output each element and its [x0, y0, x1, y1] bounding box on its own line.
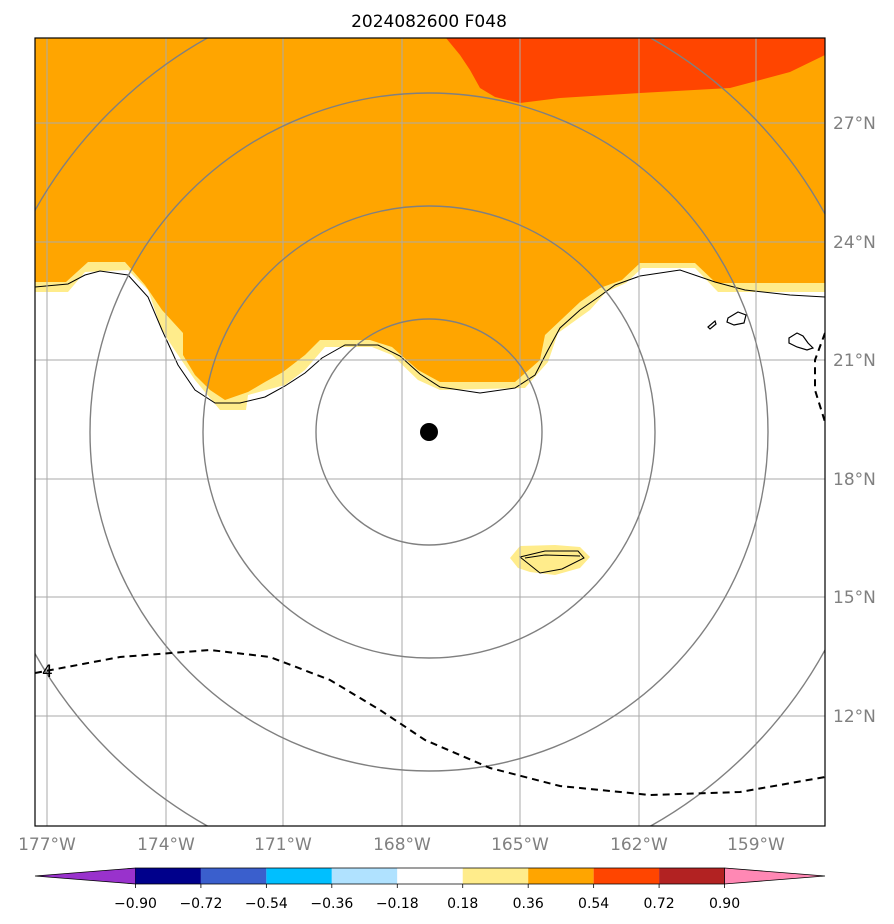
lon-label: 165°W — [491, 835, 549, 855]
dashed-contours — [35, 332, 825, 797]
lat-label: 15°N — [833, 588, 876, 608]
lon-label: 168°W — [373, 835, 431, 855]
field-patch-yellow — [510, 545, 590, 575]
storm-center-marker — [420, 423, 438, 441]
colorbar: −0.90 −0.72 −0.54 −0.36 −0.18 0.18 0.36 0.54 0.7… — [34, 867, 826, 912]
colorbar-tick-label: −0.72 — [179, 896, 222, 912]
colorbar-tick-label: −0.36 — [310, 896, 353, 912]
lon-label: 162°W — [610, 835, 668, 855]
lon-label: 174°W — [137, 835, 195, 855]
lon-label: 171°W — [254, 835, 312, 855]
colorbar-tick-label: 0.72 — [644, 896, 675, 912]
lat-labels: 27°N 24°N 21°N 18°N 15°N 12°N — [833, 114, 876, 727]
hawaiian-islands — [707, 311, 815, 351]
lat-label: 27°N — [833, 114, 876, 134]
colorbar-tick-label: 0.90 — [709, 896, 740, 912]
lon-label: 159°W — [727, 835, 785, 855]
colorbar-extend-min — [34, 867, 136, 885]
colorbar-outline — [135, 867, 725, 885]
contour-label: 4 — [42, 662, 53, 682]
field-band-orange — [35, 38, 825, 400]
map-area: 4 — [35, 38, 825, 826]
lat-label: 24°N — [833, 233, 876, 253]
field-patch-contour — [518, 550, 585, 574]
colorbar-bin — [528, 868, 594, 884]
map-frame — [34, 37, 826, 827]
colorbar-bin — [397, 868, 463, 884]
colorbar-extend-max — [724, 867, 826, 885]
lat-label: 21°N — [833, 351, 876, 371]
lon-label: 177°W — [18, 835, 76, 855]
figure-title: 2024082600 F048 — [351, 12, 507, 32]
colorbar-bin — [200, 868, 267, 884]
colorbar-tick-label: −0.54 — [245, 896, 288, 912]
range-rings — [35, 38, 825, 826]
colorbar-tick-label: 0.36 — [513, 896, 544, 912]
field-band-red-orange — [446, 38, 825, 103]
field-edge-contour — [35, 269, 825, 404]
colorbar-bin — [593, 868, 660, 884]
colorbar-bin — [135, 868, 201, 884]
graticule — [35, 38, 825, 826]
lat-label: 12°N — [833, 707, 876, 727]
colorbar-bin — [659, 868, 725, 884]
lon-labels: 177°W 174°W 171°W 168°W 165°W 162°W 159°… — [18, 835, 785, 855]
colorbar-tick-label: −0.18 — [376, 896, 419, 912]
colorbar-bin — [331, 868, 398, 884]
lat-label: 18°N — [833, 470, 876, 490]
colorbar-bin — [266, 868, 332, 884]
colorbar-tick-label: 0.54 — [578, 896, 609, 912]
colorbar-bin — [462, 868, 529, 884]
colorbar-tick-label: −0.90 — [114, 896, 157, 912]
colorbar-tick-label: 0.18 — [447, 896, 478, 912]
